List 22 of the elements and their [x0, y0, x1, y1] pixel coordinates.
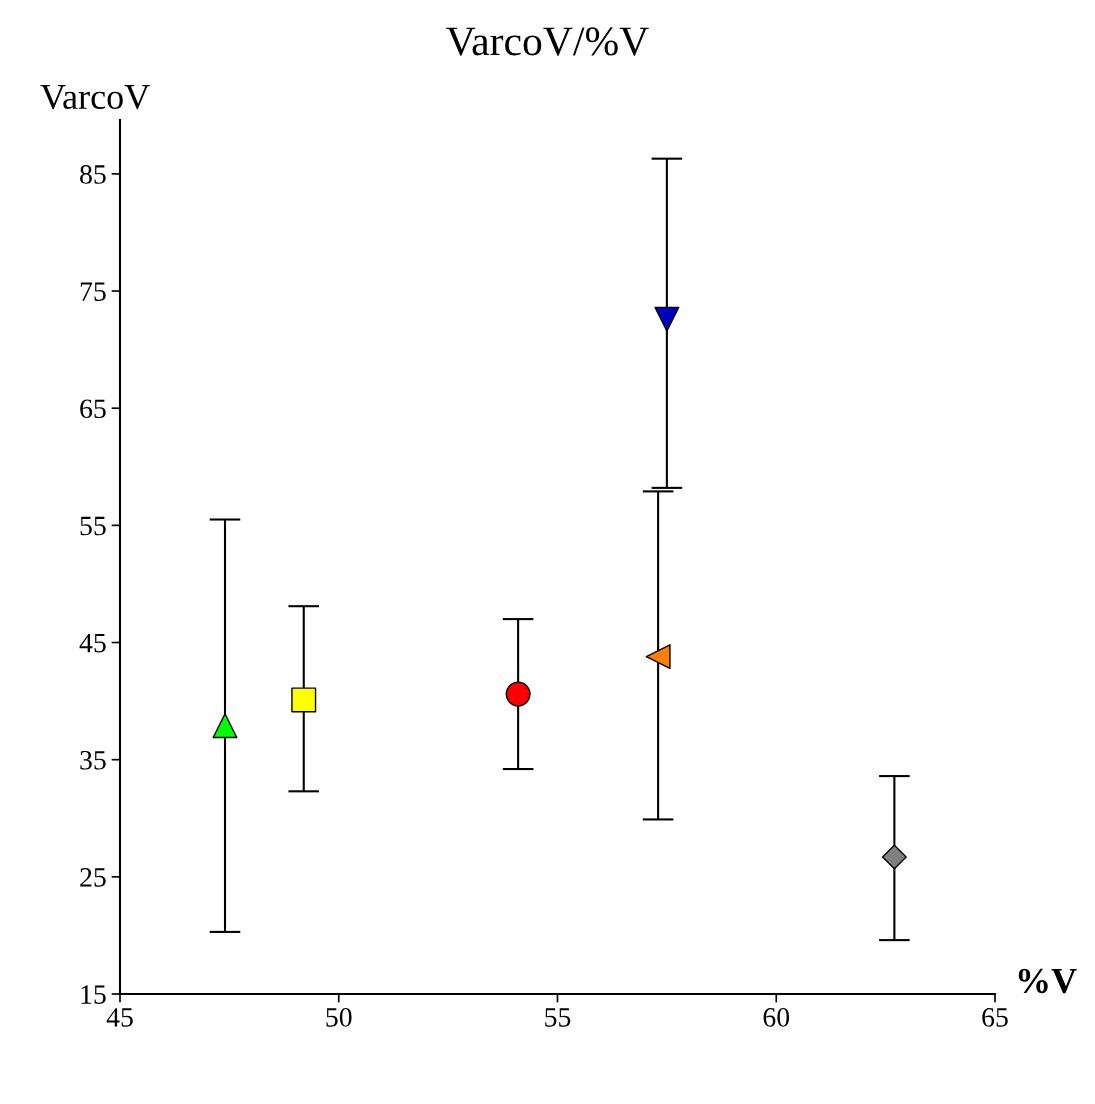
y-tick-label: 75 [80, 282, 106, 301]
point [212, 713, 238, 739]
y-tick-label: 85 [80, 165, 106, 184]
x-tick-label: 55 [545, 1008, 571, 1027]
point [505, 681, 531, 707]
point [291, 687, 317, 713]
y-axis-title: VarcoV [40, 85, 150, 110]
chart-title: VarcoV/%V [446, 27, 649, 56]
point [654, 306, 680, 332]
y-tick-label: 55 [80, 516, 106, 536]
x-tick-label: 60 [763, 1008, 790, 1027]
y-tick-label: 15 [81, 985, 106, 1004]
y-tick-label: 35 [80, 750, 106, 770]
y-tick-label: 45 [79, 633, 106, 653]
point [645, 644, 671, 670]
y-tick-label: 25 [80, 868, 106, 887]
x-tick-label: 45 [106, 1008, 133, 1027]
x-tick-label: 50 [326, 1008, 352, 1027]
y-tick-label: 65 [80, 399, 106, 419]
point [881, 844, 907, 870]
x-axis-title: %V [1018, 968, 1077, 994]
x-tick-label: 65 [982, 1008, 1008, 1027]
